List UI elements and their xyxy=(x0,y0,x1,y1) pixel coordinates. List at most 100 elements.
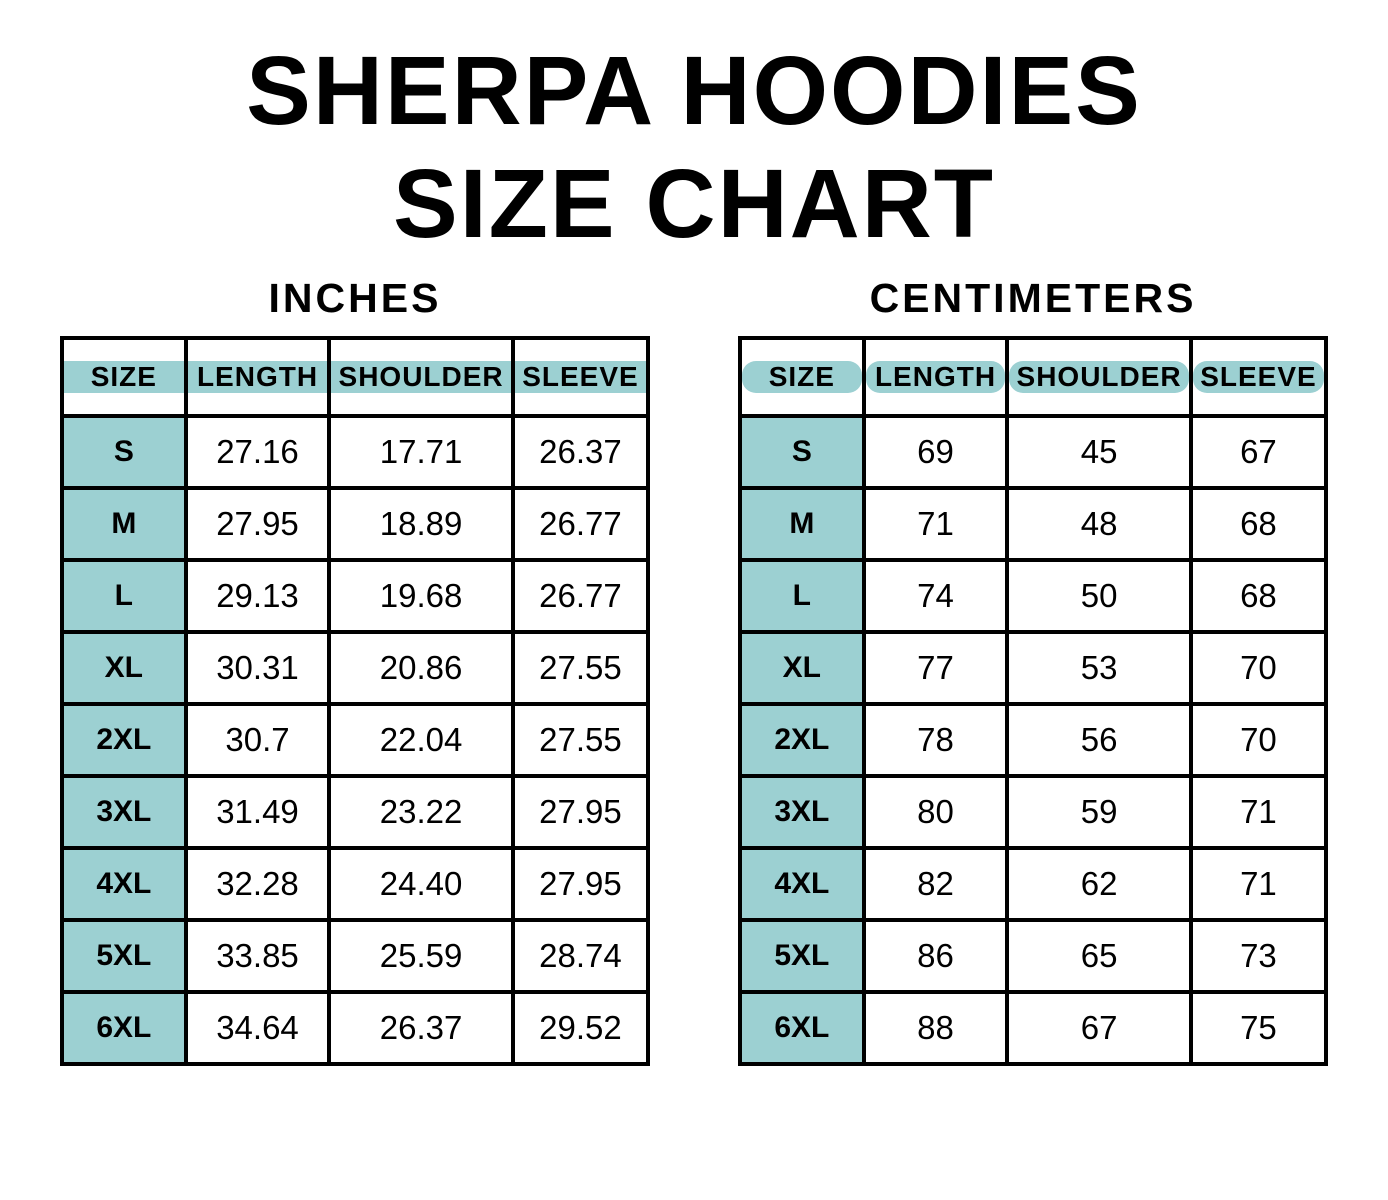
measurement-cell: 31.49 xyxy=(187,777,328,846)
column-header-label: LENGTH xyxy=(187,360,328,393)
table-row: 2XL 78 56 70 xyxy=(742,705,1324,774)
measurement-cell: 67 xyxy=(1009,993,1189,1062)
column-header-length: LENGTH xyxy=(865,339,1006,414)
column-header-label: SHOULDER xyxy=(1009,360,1189,393)
column-header-label: SLEEVE xyxy=(514,360,646,393)
measurement-cell: 74 xyxy=(865,561,1006,630)
measurement-cell: 70 xyxy=(1192,705,1324,774)
size-cell: XL xyxy=(742,633,862,702)
page-title: SHERPA HOODIES SIZE CHART xyxy=(0,0,1388,261)
size-cell: L xyxy=(742,561,862,630)
size-cell: 3XL xyxy=(64,777,184,846)
table-row: S 69 45 67 xyxy=(742,417,1324,486)
table-row: 4XL 82 62 71 xyxy=(742,849,1324,918)
table-row: L 29.13 19.68 26.77 xyxy=(64,561,646,630)
column-header-label: LENGTH xyxy=(865,360,1006,393)
measurement-cell: 26.37 xyxy=(331,993,511,1062)
table-row: 4XL 32.28 24.40 27.95 xyxy=(64,849,646,918)
measurement-cell: 71 xyxy=(1192,849,1324,918)
measurement-cell: 50 xyxy=(1009,561,1189,630)
table-row: 3XL 80 59 71 xyxy=(742,777,1324,846)
measurement-cell: 29.52 xyxy=(514,993,646,1062)
size-cell: 5XL xyxy=(742,921,862,990)
measurement-cell: 22.04 xyxy=(331,705,511,774)
size-cell: S xyxy=(64,417,184,486)
measurement-cell: 33.85 xyxy=(187,921,328,990)
measurement-cell: 26.77 xyxy=(514,489,646,558)
inches-section: INCHES SIZE LENGTH SHOULDER SLEEVE S 27.16 17.… xyxy=(60,275,650,1066)
centimeters-size-table: SIZE LENGTH SHOULDER SLEEVE S 69 45 67 M 71 48 68 L 7… xyxy=(738,335,1328,1066)
header-row: SIZE LENGTH SHOULDER SLEEVE xyxy=(742,339,1324,414)
measurement-cell: 71 xyxy=(1192,777,1324,846)
table-row: 5XL 86 65 73 xyxy=(742,921,1324,990)
inches-heading: INCHES xyxy=(268,274,442,321)
size-cell: 2XL xyxy=(742,705,862,774)
measurement-cell: 32.28 xyxy=(187,849,328,918)
measurement-cell: 82 xyxy=(865,849,1006,918)
measurement-cell: 56 xyxy=(1009,705,1189,774)
measurement-cell: 27.95 xyxy=(514,777,646,846)
size-cell: 3XL xyxy=(742,777,862,846)
measurement-cell: 48 xyxy=(1009,489,1189,558)
measurement-cell: 77 xyxy=(865,633,1006,702)
page-title-line-2: SIZE CHART xyxy=(393,149,995,259)
measurement-cell: 34.64 xyxy=(187,993,328,1062)
measurement-cell: 71 xyxy=(865,489,1006,558)
column-header-label: SIZE xyxy=(742,360,862,393)
column-header-length: LENGTH xyxy=(187,339,328,414)
size-cell: M xyxy=(64,489,184,558)
page-title-line-1: SHERPA HOODIES xyxy=(246,36,1142,145)
measurement-cell: 75 xyxy=(1192,993,1324,1062)
size-cell: 5XL xyxy=(64,921,184,990)
measurement-cell: 29.13 xyxy=(187,561,328,630)
measurement-cell: 27.55 xyxy=(514,705,646,774)
measurement-cell: 19.68 xyxy=(331,561,511,630)
measurement-cell: 59 xyxy=(1009,777,1189,846)
table-row: L 74 50 68 xyxy=(742,561,1324,630)
centimeters-section: CENTIMETERS SIZE LENGTH SHOULDER SLEEVE S 69 4… xyxy=(738,275,1328,1066)
column-header-label: SIZE xyxy=(64,360,184,393)
measurement-cell: 65 xyxy=(1009,921,1189,990)
table-row: 6XL 34.64 26.37 29.52 xyxy=(64,993,646,1062)
table-row: 3XL 31.49 23.22 27.95 xyxy=(64,777,646,846)
table-row: 2XL 30.7 22.04 27.55 xyxy=(64,705,646,774)
measurement-cell: 30.7 xyxy=(187,705,328,774)
measurement-cell: 23.22 xyxy=(331,777,511,846)
measurement-cell: 28.74 xyxy=(514,921,646,990)
measurement-cell: 69 xyxy=(865,417,1006,486)
measurement-cell: 78 xyxy=(865,705,1006,774)
measurement-cell: 20.86 xyxy=(331,633,511,702)
measurement-cell: 26.37 xyxy=(514,417,646,486)
measurement-cell: 27.16 xyxy=(187,417,328,486)
inches-size-table: SIZE LENGTH SHOULDER SLEEVE S 27.16 17.71 26.37… xyxy=(60,335,650,1066)
table-row: XL 30.31 20.86 27.55 xyxy=(64,633,646,702)
table-row: 5XL 33.85 25.59 28.74 xyxy=(64,921,646,990)
measurement-cell: 70 xyxy=(1192,633,1324,702)
measurement-cell: 27.55 xyxy=(514,633,646,702)
measurement-cell: 17.71 xyxy=(331,417,511,486)
measurement-cell: 62 xyxy=(1009,849,1189,918)
column-header-label: SLEEVE xyxy=(1192,360,1324,393)
measurement-cell: 73 xyxy=(1192,921,1324,990)
size-cell: 6XL xyxy=(64,993,184,1062)
measurement-cell: 67 xyxy=(1192,417,1324,486)
column-header-size: SIZE xyxy=(64,339,184,414)
table-row: XL 77 53 70 xyxy=(742,633,1324,702)
measurement-cell: 18.89 xyxy=(331,489,511,558)
measurement-cell: 24.40 xyxy=(331,849,511,918)
column-header-label: SHOULDER xyxy=(331,360,511,393)
table-row: S 27.16 17.71 26.37 xyxy=(64,417,646,486)
size-cell: L xyxy=(64,561,184,630)
table-row: M 27.95 18.89 26.77 xyxy=(64,489,646,558)
measurement-cell: 45 xyxy=(1009,417,1189,486)
measurement-cell: 26.77 xyxy=(514,561,646,630)
size-cell: XL xyxy=(64,633,184,702)
column-header-shoulder: SHOULDER xyxy=(1009,339,1189,414)
centimeters-heading: CENTIMETERS xyxy=(869,274,1197,321)
size-cell: 6XL xyxy=(742,993,862,1062)
measurement-cell: 27.95 xyxy=(187,489,328,558)
column-header-sleeve: SLEEVE xyxy=(1192,339,1324,414)
size-cell: 4XL xyxy=(742,849,862,918)
measurement-cell: 68 xyxy=(1192,561,1324,630)
